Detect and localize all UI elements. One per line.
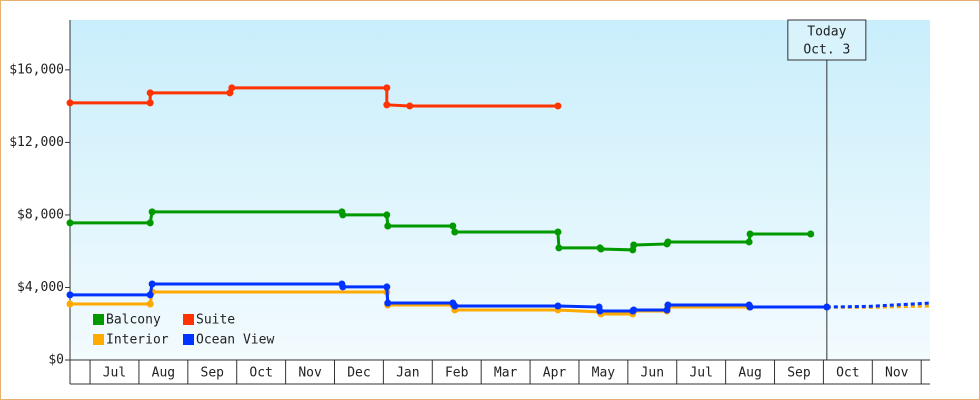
price-point xyxy=(146,99,154,107)
price-point xyxy=(146,89,154,97)
legend-swatch xyxy=(93,314,104,325)
price-point xyxy=(807,230,815,238)
price-point xyxy=(383,101,391,109)
price-point xyxy=(146,219,154,227)
price-point xyxy=(384,299,392,307)
x-tick-label: Jul xyxy=(103,366,126,381)
x-tick-label: Jul xyxy=(689,366,712,381)
price-point xyxy=(228,84,236,92)
x-tick-label: Dec xyxy=(347,366,370,381)
price-point xyxy=(554,102,562,110)
x-tick-label: Nov xyxy=(298,366,322,381)
price-point xyxy=(451,228,459,236)
price-point xyxy=(597,245,605,253)
x-tick-label: Oct xyxy=(836,366,859,381)
plot-area xyxy=(70,20,930,360)
y-tick-label: $16,000 xyxy=(9,62,64,77)
x-tick-label: Aug xyxy=(738,366,761,381)
x-tick-label: Apr xyxy=(543,366,567,381)
price-point xyxy=(596,307,604,315)
y-tick-label: $8,000 xyxy=(17,207,64,222)
price-point xyxy=(339,211,347,219)
price-point xyxy=(148,208,156,216)
legend-label: Balcony xyxy=(106,313,161,328)
legend-swatch xyxy=(183,334,194,345)
price-point xyxy=(146,300,154,308)
x-tick-label: Aug xyxy=(152,366,175,381)
price-point xyxy=(554,302,562,310)
projection-line xyxy=(826,301,931,309)
price-point xyxy=(451,302,459,310)
legend-swatch xyxy=(183,314,194,325)
x-tick-label: Jun xyxy=(641,366,664,381)
legend-swatch xyxy=(93,334,104,345)
price-point xyxy=(554,228,562,236)
x-tick-label: Nov xyxy=(885,366,909,381)
price-point xyxy=(664,238,672,246)
legend-label: Ocean View xyxy=(196,333,274,348)
price-point xyxy=(745,238,753,246)
x-tick-label: Jan xyxy=(396,366,419,381)
x-tick-label: Sep xyxy=(201,366,225,381)
price-point xyxy=(66,99,74,107)
x-tick-label: Oct xyxy=(249,366,272,381)
y-tick-label: $0 xyxy=(48,353,64,368)
price-point xyxy=(148,280,156,288)
price-point xyxy=(823,303,831,311)
today-label: Today xyxy=(807,25,846,40)
price-point xyxy=(630,241,638,249)
price-point xyxy=(449,222,457,230)
x-tick-label: Mar xyxy=(494,366,518,381)
y-tick-label: $12,000 xyxy=(9,135,64,150)
price-point xyxy=(664,301,672,309)
price-point xyxy=(384,222,392,230)
x-tick-label: Sep xyxy=(787,366,811,381)
price-point xyxy=(66,300,74,308)
x-tick-label: Feb xyxy=(445,366,469,381)
price-point xyxy=(383,283,391,291)
price-point xyxy=(66,219,74,227)
price-point xyxy=(406,102,414,110)
price-point xyxy=(66,291,74,299)
legend-label: Interior xyxy=(106,333,169,348)
today-date: Oct. 3 xyxy=(803,43,850,58)
price-point xyxy=(383,211,391,219)
y-tick-label: $4,000 xyxy=(17,280,64,295)
price-point xyxy=(555,244,563,252)
price-point xyxy=(630,306,638,314)
price-point xyxy=(339,283,347,291)
price-point xyxy=(746,230,754,238)
price-point xyxy=(746,303,754,311)
price-point xyxy=(383,84,391,92)
today-box xyxy=(787,19,867,61)
legend-label: Suite xyxy=(196,313,235,328)
x-tick-label: May xyxy=(592,366,616,381)
price-point xyxy=(146,291,154,299)
